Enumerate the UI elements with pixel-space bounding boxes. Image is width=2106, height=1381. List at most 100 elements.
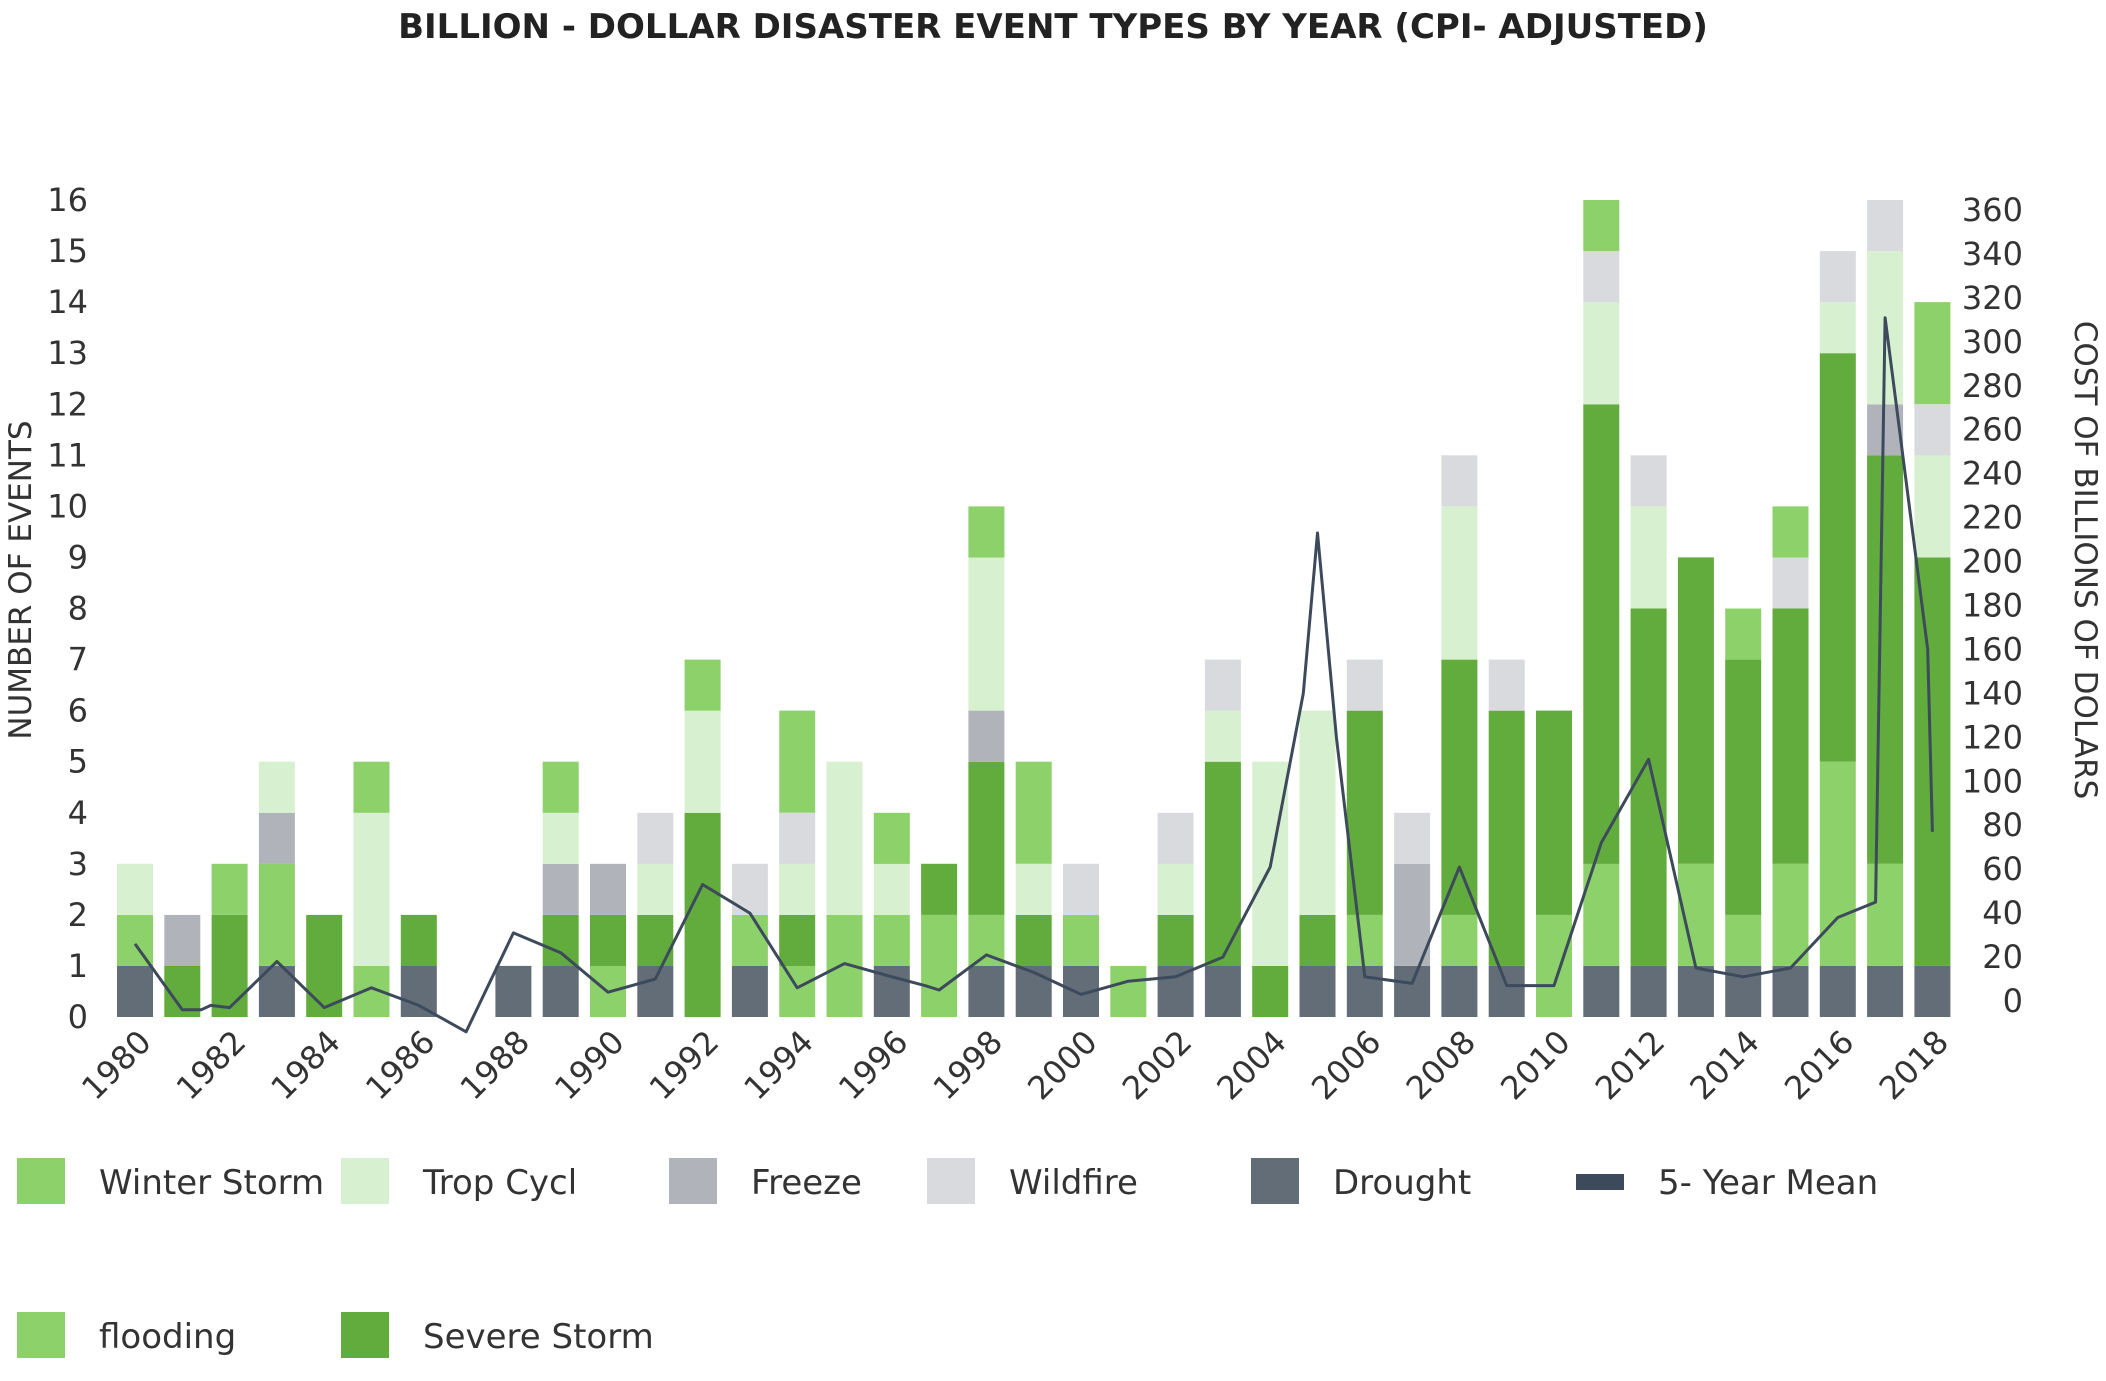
right-tick-label: 40 (1982, 894, 2023, 932)
bar-severe-storm-1992 (684, 812, 721, 1018)
x-tick-label: 1986 (358, 1023, 442, 1107)
left-tick-label: 1 (68, 947, 88, 985)
bar-winter-storm-1989 (542, 761, 579, 813)
bar-winter-storm-2011 (1583, 200, 1620, 252)
left-tick-label: 10 (47, 487, 88, 525)
x-tick-label: 2006 (1304, 1023, 1388, 1107)
bar-severe-storm-2005 (1299, 914, 1336, 966)
right-tick-label: 140 (1962, 674, 2023, 712)
bar-trop-cycl-1994 (779, 863, 816, 915)
legend: Winter Storm Trop Cycl Freeze Wildfire Droug… (17, 1158, 1878, 1358)
bar-drought-1999 (1015, 965, 1052, 1017)
right-axis-title: COST OF BILLIONS OF DOLARS (2067, 321, 2103, 800)
bar-flooding-1993 (731, 914, 768, 966)
bar-flooding-2017 (1867, 863, 1904, 966)
right-tick-label: 100 (1962, 762, 2023, 800)
right-tick-label: 200 (1962, 543, 2023, 581)
bar-drought-2008 (1441, 965, 1478, 1017)
legend-label: Freeze (751, 1163, 862, 1203)
x-tick-label: 2002 (1115, 1023, 1199, 1107)
bar-trop-cycl-1998 (968, 557, 1005, 711)
legend-swatch (669, 1158, 717, 1204)
right-tick-label: 220 (1962, 499, 2023, 537)
x-tick-label: 1990 (547, 1023, 631, 1107)
bar-flooding-1983 (258, 863, 295, 966)
bar-drought-2009 (1488, 965, 1525, 1017)
bar-wildfire-2016 (1819, 251, 1856, 303)
bar-flooding-1998 (968, 914, 1005, 966)
legend-label: 5- Year Mean (1658, 1163, 1878, 1203)
right-axis-ticks: 0 20 40 60 80 100 120 140 160 180 200 220 240 260 280 3… (1962, 191, 2023, 1020)
left-tick-label: 6 (68, 692, 88, 730)
bar-wildfire-2002 (1157, 812, 1194, 864)
bar-drought-1989 (542, 965, 579, 1017)
right-tick-label: 360 (1962, 191, 2023, 229)
line-5-year-mean (133, 316, 1934, 1034)
bar-severe-storm-2018 (1914, 557, 1951, 966)
x-tick-label: 2004 (1209, 1023, 1293, 1107)
left-tick-label: 12 (47, 385, 88, 423)
bar-severe-storm-2006 (1346, 710, 1383, 915)
bar-severe-storm-1990 (590, 914, 626, 966)
x-tick-label: 1982 (169, 1023, 253, 1107)
left-tick-label: 14 (47, 283, 88, 321)
left-tick-label: 13 (47, 334, 88, 372)
bar-winter-storm-1996 (873, 812, 910, 864)
bar-drought-2017 (1867, 965, 1904, 1017)
bar-drought-1998 (968, 965, 1005, 1017)
x-tick-label: 1984 (263, 1023, 347, 1107)
bar-wildfire-2008 (1441, 455, 1478, 507)
bar-winter-storm-1982 (211, 863, 248, 915)
bar-drought-1993 (731, 965, 768, 1017)
bar-wildfire-2009 (1488, 659, 1525, 711)
legend-label: Severe Storm (423, 1317, 654, 1357)
bar-winter-storm-1999 (1015, 761, 1052, 864)
bar-freeze-1989 (542, 863, 579, 915)
x-tick-label: 1994 (736, 1023, 820, 1107)
x-tick-label: 2000 (1020, 1023, 1104, 1107)
left-tick-label: 0 (68, 998, 88, 1036)
bar-severe-storm-2009 (1488, 710, 1525, 966)
legend-swatch (17, 1158, 65, 1204)
bar-severe-storm-2010 (1536, 710, 1572, 915)
bar-trop-cycl-2018 (1914, 455, 1951, 558)
x-tick-label: 2012 (1588, 1023, 1672, 1107)
legend-label: Trop Cycl (422, 1163, 577, 1203)
bar-wildfire-2003 (1204, 659, 1241, 711)
x-tick-label: 2018 (1872, 1023, 1956, 1107)
bar-wildfire-1994 (779, 812, 816, 864)
legend-swatch (17, 1312, 65, 1358)
bar-trop-cycl-2008 (1441, 506, 1478, 660)
left-tick-label: 3 (68, 845, 88, 883)
legend-swatch (341, 1158, 389, 1204)
bar-severe-storm-2004 (1252, 965, 1289, 1017)
bar-drought-1988 (495, 965, 532, 1017)
right-tick-label: 60 (1982, 850, 2023, 888)
legend-label: Winter Storm (99, 1163, 324, 1203)
x-tick-label: 2014 (1682, 1023, 1766, 1107)
bar-severe-storm-2015 (1772, 608, 1809, 864)
bar-wildfire-2000 (1063, 863, 1099, 915)
bar-freeze-1981 (164, 914, 201, 966)
right-tick-label: 340 (1962, 235, 2023, 273)
bar-severe-storm-1997 (921, 863, 958, 915)
bar-trop-cycl-2005 (1299, 710, 1336, 915)
legend-swatch (1576, 1174, 1624, 1190)
bar-winter-storm-1992 (684, 659, 721, 711)
bar-winter-storm-1994 (779, 710, 816, 813)
bar-trop-cycl-2012 (1630, 506, 1667, 609)
bar-drought-2012 (1630, 965, 1667, 1017)
x-tick-label: 2010 (1493, 1023, 1577, 1107)
bar-severe-storm-1982 (211, 914, 248, 1017)
x-tick-label: 1996 (831, 1023, 915, 1107)
bar-flooding-2015 (1772, 863, 1809, 966)
left-tick-label: 15 (47, 232, 88, 270)
bars-layer (117, 200, 1951, 1018)
bar-freeze-2007 (1394, 863, 1431, 966)
x-tick-label: 1988 (453, 1023, 537, 1107)
right-tick-label: 0 (2003, 982, 2023, 1020)
bar-flooding-2010 (1536, 914, 1572, 1017)
bar-trop-cycl-2002 (1157, 863, 1194, 915)
bar-flooding-2006 (1346, 914, 1383, 966)
